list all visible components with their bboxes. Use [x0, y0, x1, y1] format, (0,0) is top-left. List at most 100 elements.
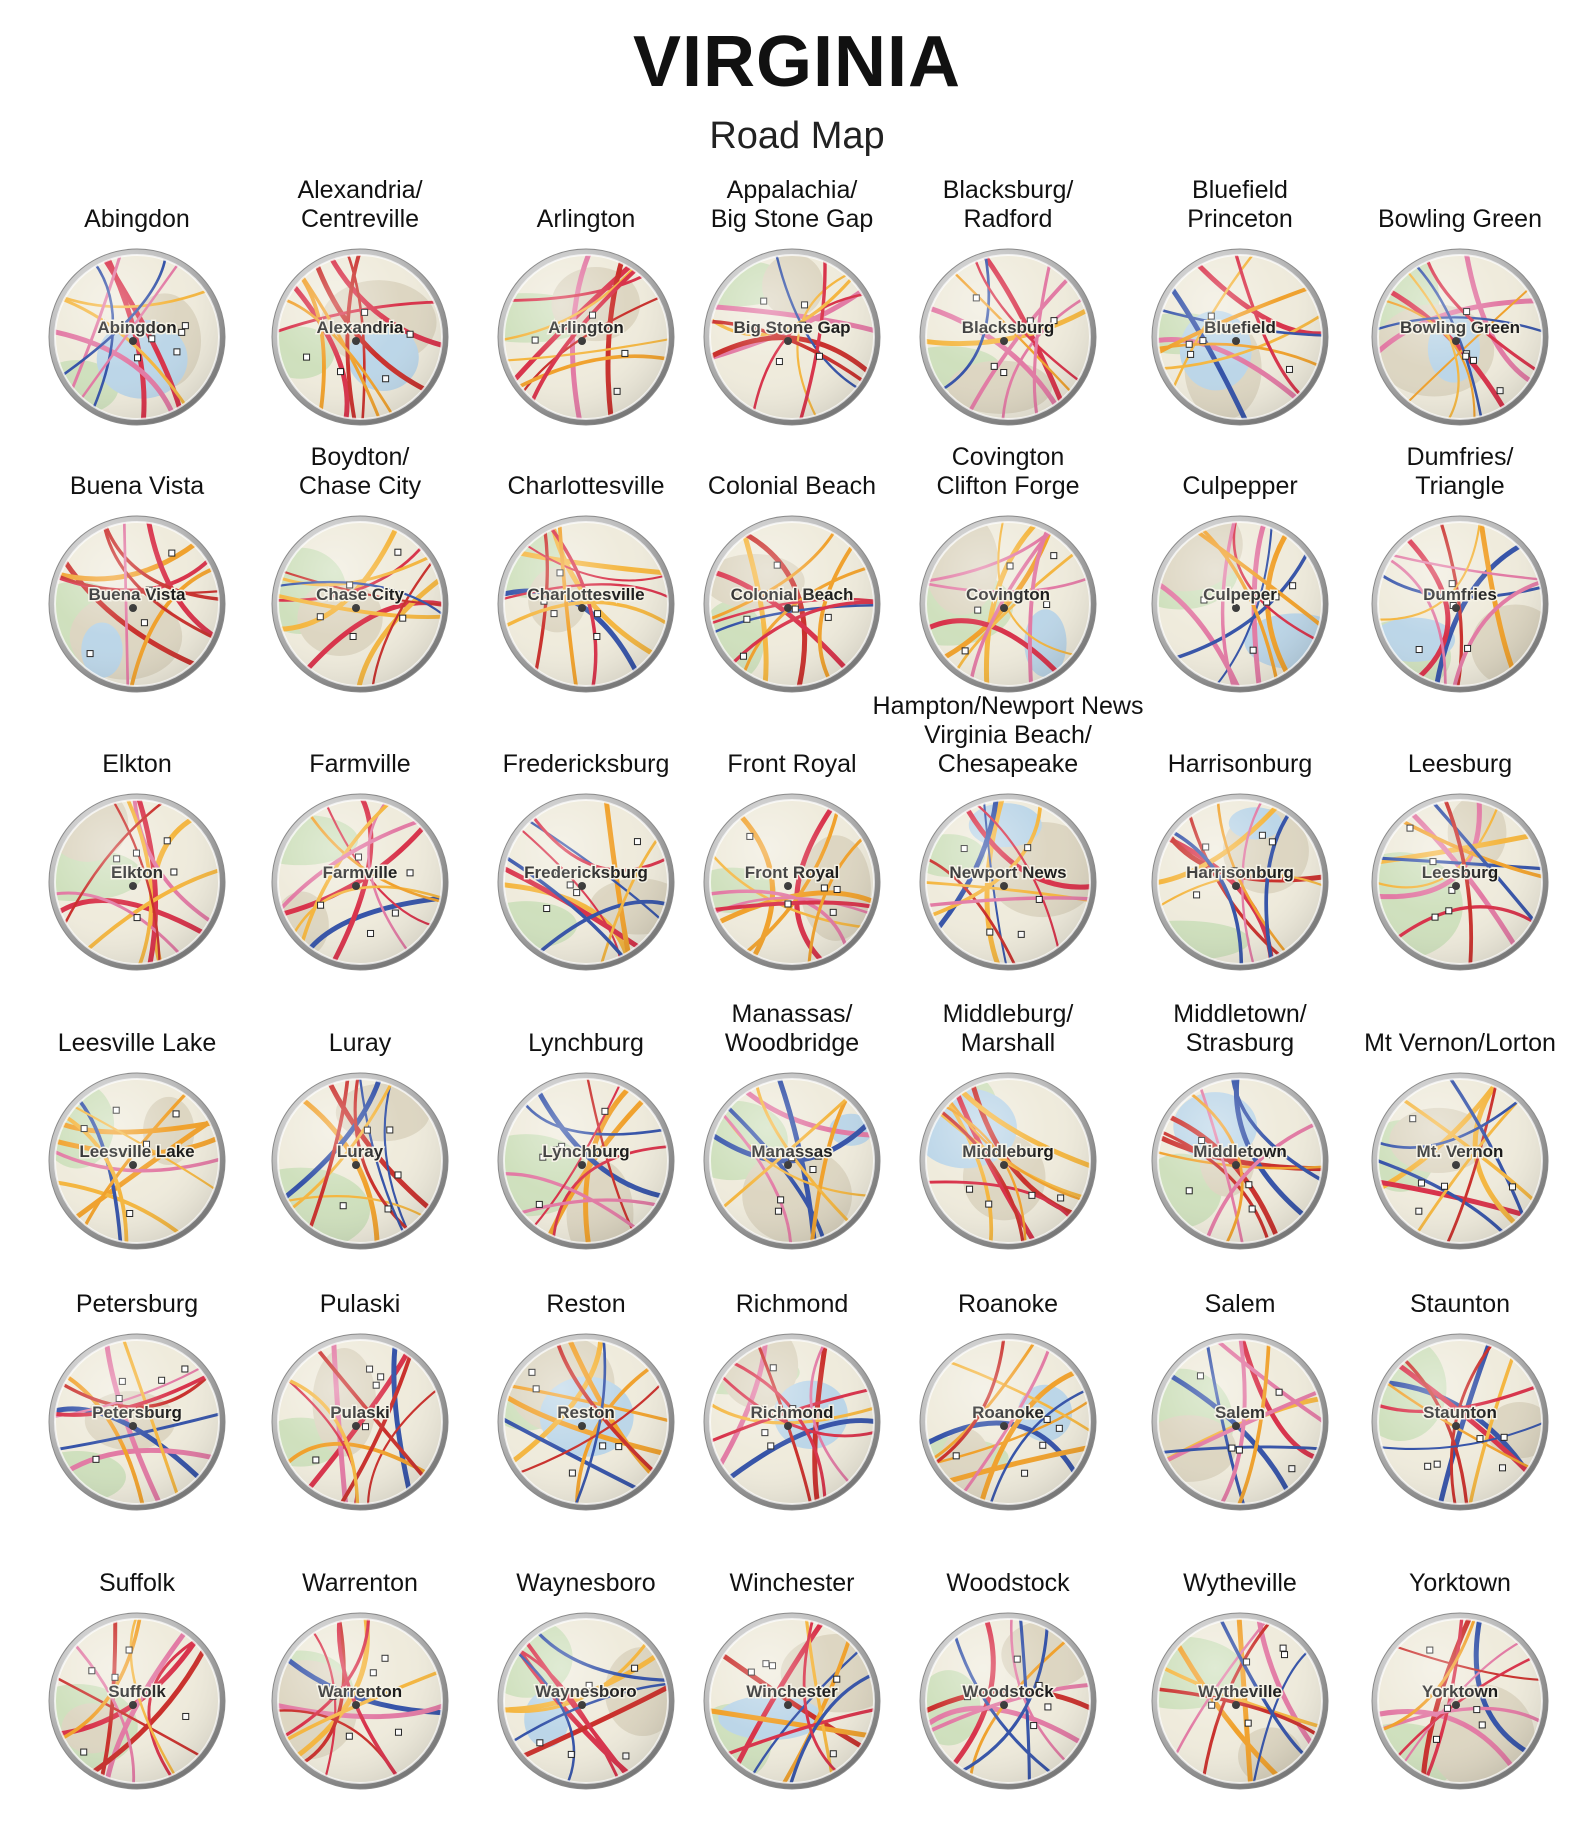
- map-button: Boydton/Chase CityChase City: [271, 443, 449, 693]
- button-label: Triangle: [1415, 472, 1504, 500]
- map-button: YorktownYorktown: [1371, 1569, 1549, 1790]
- button-label: Abingdon: [84, 205, 190, 233]
- map-button: Appalachia/Big Stone GapBig Stone Gap: [703, 176, 881, 426]
- button-label: Fredericksburg: [503, 750, 670, 778]
- gloss: [54, 1339, 220, 1505]
- button-label: Salem: [1205, 1290, 1276, 1318]
- gloss: [709, 799, 875, 965]
- map-button: HarrisonburgHarrisonburg: [1151, 750, 1329, 971]
- gloss: [54, 799, 220, 965]
- button-label: Richmond: [736, 1290, 849, 1318]
- gloss: [277, 1339, 443, 1505]
- gloss: [1157, 1078, 1323, 1244]
- map-button: CulpepperCulpeper: [1151, 472, 1329, 693]
- button-label: Virginia Beach/: [924, 721, 1092, 749]
- gloss: [709, 521, 875, 687]
- map-button: Mt Vernon/LortonMt. Vernon: [1364, 1029, 1556, 1250]
- gloss: [1377, 1339, 1543, 1505]
- button-label: Colonial Beach: [708, 472, 876, 500]
- gloss: [277, 1618, 443, 1784]
- button-label: Dumfries/: [1407, 443, 1514, 471]
- map-button: LurayLuray: [271, 1029, 449, 1250]
- gloss: [503, 1339, 669, 1505]
- gloss: [1377, 1618, 1543, 1784]
- gloss: [503, 799, 669, 965]
- button-label: Arlington: [537, 205, 636, 233]
- gloss: [1157, 799, 1323, 965]
- gloss: [277, 254, 443, 420]
- button-label: Radford: [964, 205, 1053, 233]
- button-label: Hampton/Newport News: [873, 692, 1144, 720]
- gloss: [925, 254, 1091, 420]
- button-label: Marshall: [961, 1029, 1055, 1057]
- map-button: Alexandria/CentrevilleAlexandria: [271, 176, 449, 426]
- button-label: Clifton Forge: [936, 472, 1079, 500]
- map-button: WythevilleWytheville: [1151, 1569, 1329, 1790]
- gloss: [925, 1339, 1091, 1505]
- map-button: WinchesterWinchester: [703, 1569, 881, 1790]
- button-label: Suffolk: [99, 1569, 175, 1597]
- map-button: Blacksburg/RadfordBlacksburg: [919, 176, 1097, 426]
- button-label: Staunton: [1410, 1290, 1510, 1318]
- map-button: Dumfries/TriangleDumfries: [1371, 443, 1549, 693]
- map-button: Bowling GreenBowling Green: [1371, 205, 1549, 426]
- button-label: Pulaski: [320, 1290, 401, 1318]
- gloss: [54, 1618, 220, 1784]
- map-button: Colonial BeachColonial Beach: [703, 472, 881, 693]
- button-label: Woodbridge: [725, 1029, 859, 1057]
- button-label: Manassas/: [732, 1000, 853, 1028]
- button-label: Bowling Green: [1378, 205, 1542, 233]
- button-label: Culpepper: [1182, 472, 1297, 500]
- gloss: [925, 1618, 1091, 1784]
- button-label: Centreville: [301, 205, 419, 233]
- subtitle: Road Map: [709, 115, 884, 157]
- map-button: Front RoyalFront Royal: [703, 750, 881, 971]
- button-label: Strasburg: [1186, 1029, 1294, 1057]
- button-label: Alexandria/: [297, 176, 422, 204]
- map-button: WoodstockWoodstock: [919, 1569, 1097, 1790]
- map-button: WarrentonWarrenton: [271, 1569, 449, 1790]
- gloss: [925, 1078, 1091, 1244]
- button-label: Winchester: [729, 1569, 854, 1597]
- map-button: RoanokeRoanoke: [919, 1290, 1097, 1511]
- button-label: Middleburg/: [943, 1000, 1074, 1028]
- map-button: AbingdonAbingdon: [48, 205, 226, 426]
- gloss: [54, 1078, 220, 1244]
- button-label: Waynesboro: [516, 1569, 655, 1597]
- gloss: [925, 521, 1091, 687]
- button-label: Mt Vernon/Lorton: [1364, 1029, 1556, 1057]
- map-button: CharlottesvilleCharlottesville: [497, 472, 675, 693]
- gloss: [54, 521, 220, 687]
- map-button: RichmondRichmond: [703, 1290, 881, 1511]
- button-label: Yorktown: [1409, 1569, 1511, 1597]
- button-label: Middletown/: [1173, 1000, 1306, 1028]
- gloss: [277, 799, 443, 965]
- button-label: Buena Vista: [70, 472, 204, 500]
- gloss: [503, 521, 669, 687]
- button-label: Roanoke: [958, 1290, 1058, 1318]
- gloss: [1157, 1339, 1323, 1505]
- map-button: FredericksburgFredericksburg: [497, 750, 675, 971]
- button-label: Lynchburg: [528, 1029, 644, 1057]
- gloss: [503, 254, 669, 420]
- button-label: Harrisonburg: [1168, 750, 1313, 778]
- map-button: Buena VistaBuena Vista: [48, 472, 226, 693]
- gloss: [1377, 521, 1543, 687]
- map-button: Manassas/WoodbridgeManassas: [703, 1000, 881, 1250]
- gloss: [925, 799, 1091, 965]
- button-label: Front Royal: [727, 750, 856, 778]
- button-label: Appalachia/: [727, 176, 858, 204]
- gloss: [277, 521, 443, 687]
- title: VIRGINIA: [633, 22, 961, 102]
- gloss: [1377, 799, 1543, 965]
- button-label: Luray: [329, 1029, 392, 1057]
- gloss: [1157, 1618, 1323, 1784]
- map-button: SalemSalem: [1151, 1290, 1329, 1511]
- button-label: Charlottesville: [507, 472, 664, 500]
- map-button: Middletown/StrasburgMiddletown: [1151, 1000, 1329, 1250]
- map-button: PulaskiPulaski: [271, 1290, 449, 1511]
- map-button: SuffolkSuffolk: [48, 1569, 226, 1790]
- button-label: Princeton: [1187, 205, 1293, 233]
